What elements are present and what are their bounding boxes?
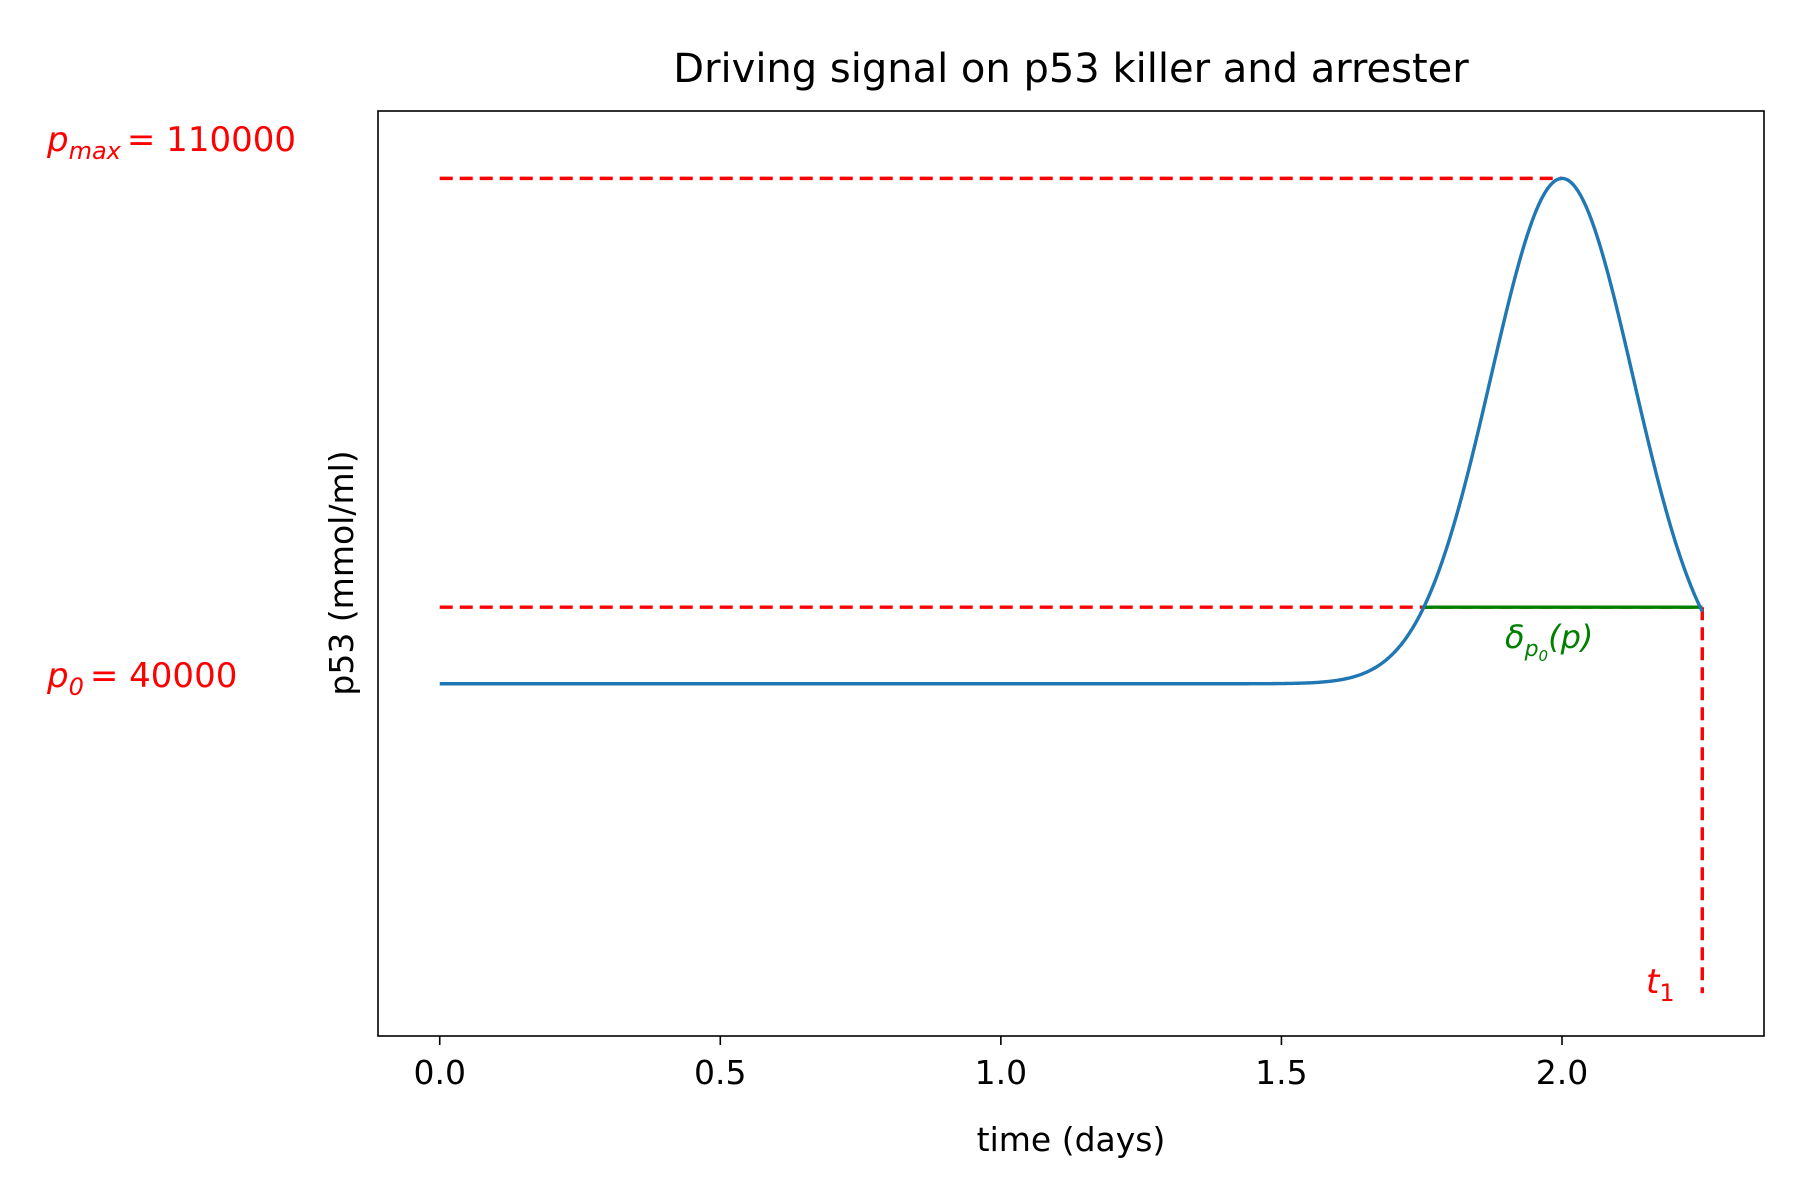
plot-frame: [377, 110, 1765, 1037]
t1-subscript: 1: [1659, 979, 1674, 1007]
delta-argument: (p): [1548, 618, 1593, 656]
delta-annotation: δp0(p): [1505, 618, 1593, 665]
chart-title: Driving signal on p53 killer and arreste…: [673, 46, 1469, 92]
pmax-subscript: max: [69, 137, 122, 165]
delta-symbol: δ: [1505, 618, 1525, 656]
t1-symbol: t: [1646, 962, 1661, 1002]
x-tick-label: 0.0: [413, 1053, 465, 1092]
y-axis-label: p53 (mmol/ml): [322, 450, 361, 695]
x-tick-label: 0.5: [694, 1053, 746, 1092]
x-tick-label: 1.0: [975, 1053, 1027, 1092]
p0-symbol: p: [46, 656, 69, 696]
x-axis-label: time (days): [977, 1120, 1166, 1159]
p0-subscript: 0: [69, 673, 84, 701]
pmax-value: = 110000: [127, 120, 296, 160]
pmax-annotation: pmax = 110000: [46, 120, 296, 165]
p0-annotation: p0 = 40000: [46, 656, 237, 701]
p0-value: = 40000: [90, 656, 237, 696]
x-tick-label: 2.0: [1536, 1053, 1588, 1092]
delta-sub-subscript: 0: [1539, 647, 1549, 665]
series-line: [439, 176, 1704, 686]
delta-subscript: p: [1524, 637, 1539, 662]
x-tick-label: 1.5: [1255, 1053, 1307, 1092]
x-axis-ticks: 0.0 0.5 1.0 1.5 2.0: [413, 1036, 1588, 1092]
pmax-symbol: p: [46, 120, 69, 160]
t1-annotation: t1: [1646, 962, 1675, 1007]
plot-area: [378, 111, 1764, 1036]
